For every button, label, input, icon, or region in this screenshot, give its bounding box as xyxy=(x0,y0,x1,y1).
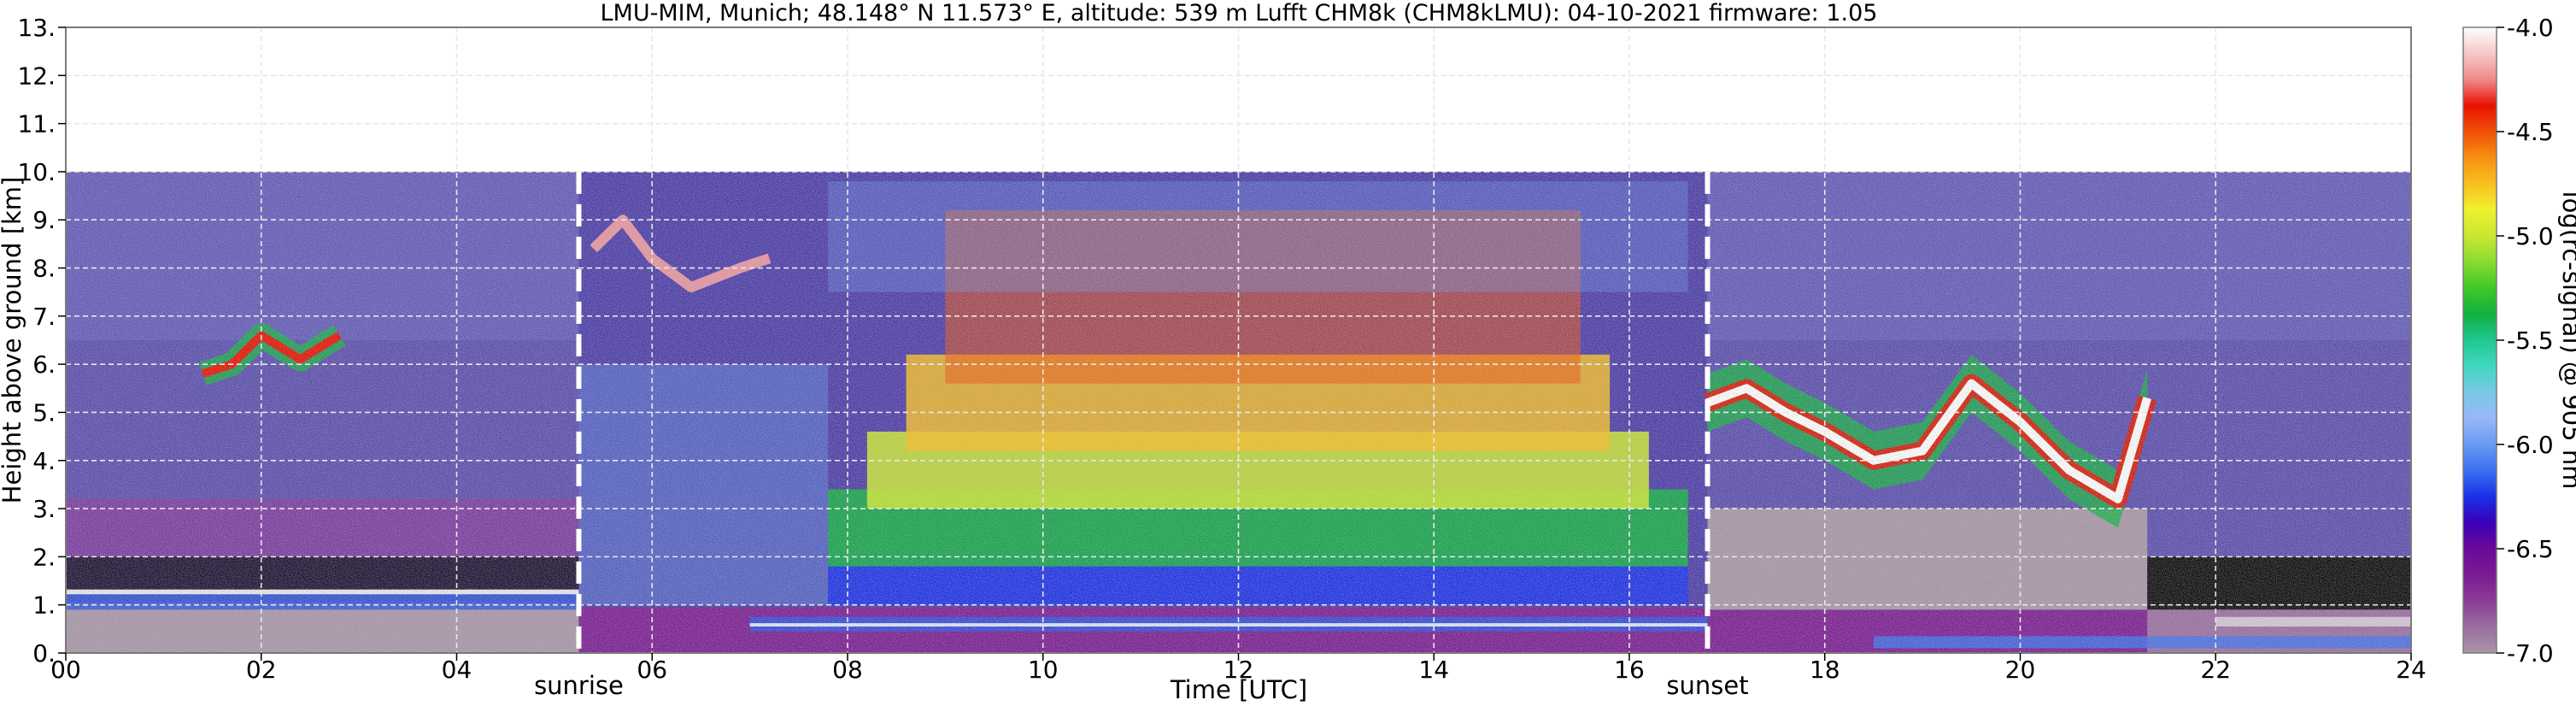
y-tick-label: 4. xyxy=(32,447,56,475)
x-tick-label: 18 xyxy=(1810,656,1840,684)
x-tick-label: 02 xyxy=(246,656,277,684)
grid xyxy=(66,27,2411,653)
y-tick-label: 2. xyxy=(32,543,56,571)
sunrise-label: sunrise xyxy=(534,671,624,700)
x-tick-label: 24 xyxy=(2396,656,2426,684)
colorbar-label: log(rc-signal) @ 905 nm xyxy=(2557,191,2576,490)
colorbar-tick-label: -6.0 xyxy=(2507,431,2554,459)
y-tick-label: 7. xyxy=(32,303,56,331)
y-tick-label: 9. xyxy=(32,206,56,234)
x-tick-label: 00 xyxy=(50,656,81,684)
y-tick-label: 5. xyxy=(32,398,56,427)
y-tick-label: 12. xyxy=(17,62,56,90)
y-tick-label: 6. xyxy=(32,350,56,379)
x-tick-label: 12 xyxy=(1223,656,1254,684)
colorbar-tick-label: -4.0 xyxy=(2507,14,2554,42)
y-axis-label: Height above ground [km] xyxy=(0,177,26,504)
x-tick-label: 16 xyxy=(1614,656,1645,684)
y-tick-label: 0. xyxy=(32,639,56,668)
y-tick-label: 8. xyxy=(32,255,56,283)
x-tick-label: 20 xyxy=(2005,656,2036,684)
x-tick-label: 14 xyxy=(1418,656,1449,684)
colorbar-tick-label: -4.5 xyxy=(2507,118,2554,146)
y-tick-label: 1. xyxy=(32,591,56,620)
x-tick-label: 04 xyxy=(442,656,472,684)
colorbar-tick-label: -5.0 xyxy=(2507,222,2554,250)
event-markers: sunrise sunset xyxy=(534,171,1749,700)
x-axis-label: Time [UTC] xyxy=(1170,675,1307,704)
chart-title: LMU-MIM, Munich; 48.148° N 11.573° E, al… xyxy=(601,0,1878,26)
y-tick-label: 10. xyxy=(17,158,56,186)
colorbar-scale xyxy=(2462,26,2497,654)
colorbar: -7.0 -6.5 -6.0 -5.5 -5.0 -4.5 -4.0 xyxy=(2462,14,2554,668)
x-tick-label: 10 xyxy=(1028,656,1059,684)
y-tick-label: 13. xyxy=(17,14,56,42)
colorbar-tick-label: -7.0 xyxy=(2507,639,2554,668)
colorbar-tick-label: -5.5 xyxy=(2507,327,2554,355)
colorbar-tick-label: -6.5 xyxy=(2507,535,2554,563)
x-tick-label: 08 xyxy=(832,656,863,684)
x-tick-label: 22 xyxy=(2200,656,2231,684)
sunset-label: sunset xyxy=(1666,671,1748,700)
y-tick-label: 3. xyxy=(32,495,56,523)
x-tick-label: 06 xyxy=(637,656,667,684)
axes: 00 02 04 06 08 10 12 14 16 18 20 22 24 0. 1. 2. 3. 4. 5. 6.… xyxy=(17,14,2426,684)
y-tick-label: 11. xyxy=(17,110,56,138)
